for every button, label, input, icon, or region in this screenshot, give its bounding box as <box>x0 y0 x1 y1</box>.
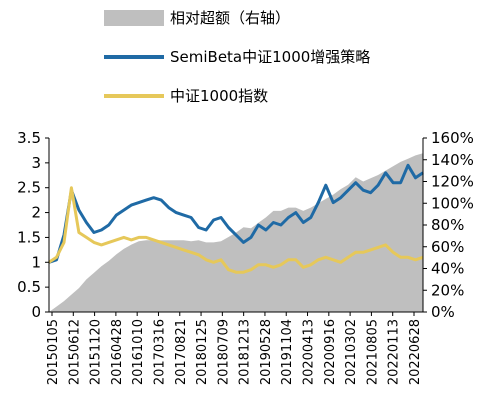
x-tick-label-8: 20180125 <box>195 319 210 385</box>
x-tick-label-2: 20150612 <box>67 319 82 385</box>
x-tick-label-10: 20181213 <box>238 319 253 385</box>
legend-label-2: SemiBeta中证1000增强策略 <box>170 48 370 66</box>
y-right-tick-label-9: 160% <box>431 129 474 147</box>
y-left-tick-label-7: 3 <box>31 154 41 172</box>
y-right-tick-label-5: 80% <box>431 216 464 234</box>
y-left-tick-label-6: 2.5 <box>17 179 41 197</box>
y-right-tick-label-8: 140% <box>431 151 474 169</box>
y-right-tick-label-7: 120% <box>431 173 474 191</box>
x-tick-label-13: 20200413 <box>302 319 317 385</box>
x-tick-label-14: 20200916 <box>323 319 338 385</box>
x-tick-label-7: 20170821 <box>174 319 189 385</box>
x-tick-label-16: 20210805 <box>365 319 380 385</box>
y-left-tick-label-1: 0 <box>31 303 41 321</box>
legend-swatch-1 <box>104 10 164 26</box>
legend-label-1: 相对超额（右轴） <box>170 9 290 27</box>
y-left-tick-label-8: 3.5 <box>17 129 41 147</box>
series-line-3 <box>48 186 424 274</box>
y-left-tick-label-4: 1.5 <box>17 228 41 246</box>
x-tick-label-6: 20170316 <box>153 319 168 385</box>
y-left-tick-label-2: 0.5 <box>17 278 41 296</box>
x-tick-label-12: 20191104 <box>280 319 295 385</box>
y-left-tick-label-5: 2 <box>31 204 41 222</box>
axes: 0 0.5 1 1.5 2 2.5 3 3.5 0% 20% 40% 60% 80% 100% 120% 14… <box>17 129 474 385</box>
x-tick-label-3: 20151120 <box>89 319 104 385</box>
x-tick-label-1: 20150105 <box>46 319 61 385</box>
series-line-2 <box>48 163 424 264</box>
x-tick-label-4: 20160428 <box>110 319 125 385</box>
y-right-tick-label-3: 40% <box>431 260 464 278</box>
x-tick-label-11: 20190528 <box>259 319 274 385</box>
y-left-tick-label-3: 1 <box>31 253 41 271</box>
x-tick-label-9: 20180709 <box>216 319 231 385</box>
y-right-tick-label-4: 60% <box>431 238 464 256</box>
series-area-1 <box>49 153 423 312</box>
y-right-tick-label-1: 0% <box>431 303 455 321</box>
y-right-tick-label-2: 20% <box>431 281 464 299</box>
x-tick-label-15: 20210302 <box>344 319 359 385</box>
lines-layer <box>48 163 424 274</box>
legend-label-3: 中证1000指数 <box>170 87 268 105</box>
y-right-tick-label-6: 100% <box>431 194 474 212</box>
relative-excess-area <box>49 153 423 312</box>
x-tick-label-18: 20220628 <box>408 319 423 385</box>
x-tick-label-5: 20161010 <box>131 319 146 385</box>
x-tick-label-17: 20220113 <box>387 319 402 385</box>
